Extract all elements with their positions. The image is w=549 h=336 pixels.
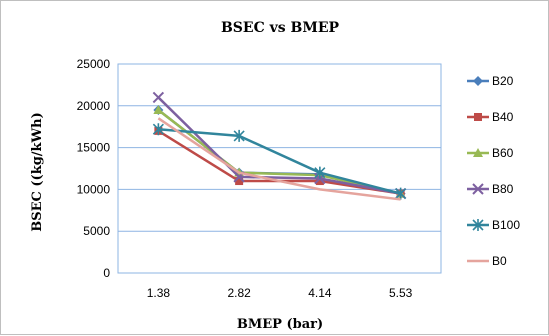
data-point — [152, 91, 165, 104]
legend-item: B40 — [467, 110, 514, 124]
legend: B20 B40 B60 B80 B100 B0 — [467, 74, 520, 268]
legend-label: B0 — [492, 254, 507, 268]
legend-marker — [473, 148, 483, 157]
data-point — [235, 177, 244, 186]
legend-label: B100 — [492, 218, 520, 232]
y-tick-label: 5000 — [83, 224, 110, 238]
y-tick-labels: 0 5000 10000 15000 20000 25000 — [77, 57, 111, 280]
legend-label: B40 — [492, 110, 514, 124]
y-tick-label: 10000 — [77, 182, 111, 196]
series-layer — [152, 91, 407, 201]
legend-item: B80 — [467, 182, 514, 196]
legend-item: B0 — [467, 254, 507, 268]
series-line — [157, 117, 401, 201]
x-tick-label: 4.14 — [308, 286, 332, 300]
x-tick-label: 5.53 — [389, 286, 413, 300]
series-b0 — [157, 117, 401, 201]
legend-marker — [472, 219, 484, 231]
x-tick-label: 2.82 — [227, 286, 251, 300]
legend-label: B20 — [492, 74, 514, 88]
legend-item: B60 — [467, 146, 514, 160]
series-line — [158, 127, 401, 195]
series-b100 — [152, 123, 407, 200]
legend-marker — [473, 76, 483, 86]
y-tick-label: 25000 — [77, 57, 111, 71]
plot-area — [117, 63, 442, 274]
data-point — [315, 177, 324, 186]
x-tick-label: 1.38 — [147, 286, 171, 300]
data-point — [395, 187, 407, 200]
chart-title: BSEC vs BMEP — [221, 20, 340, 36]
legend-marker — [474, 113, 482, 121]
data-point — [153, 104, 164, 114]
y-tick-label: 0 — [103, 266, 110, 280]
data-point — [152, 123, 164, 136]
legend-item: B100 — [467, 218, 520, 232]
legend-label: B80 — [492, 182, 514, 196]
x-axis-title: BMEP (bar) — [237, 317, 323, 332]
x-tick-labels: 1.38 2.82 4.14 5.53 — [147, 286, 413, 300]
data-point — [314, 166, 326, 179]
y-tick-label: 15000 — [77, 141, 111, 155]
legend-item: B20 — [467, 74, 514, 88]
y-axis-title: BSEC ((kg/kWh) — [30, 112, 45, 232]
y-tick-label: 20000 — [77, 99, 111, 113]
legend-marker — [472, 183, 484, 195]
series-line — [157, 96, 401, 195]
legend-label: B60 — [492, 146, 514, 160]
data-point — [233, 129, 245, 142]
